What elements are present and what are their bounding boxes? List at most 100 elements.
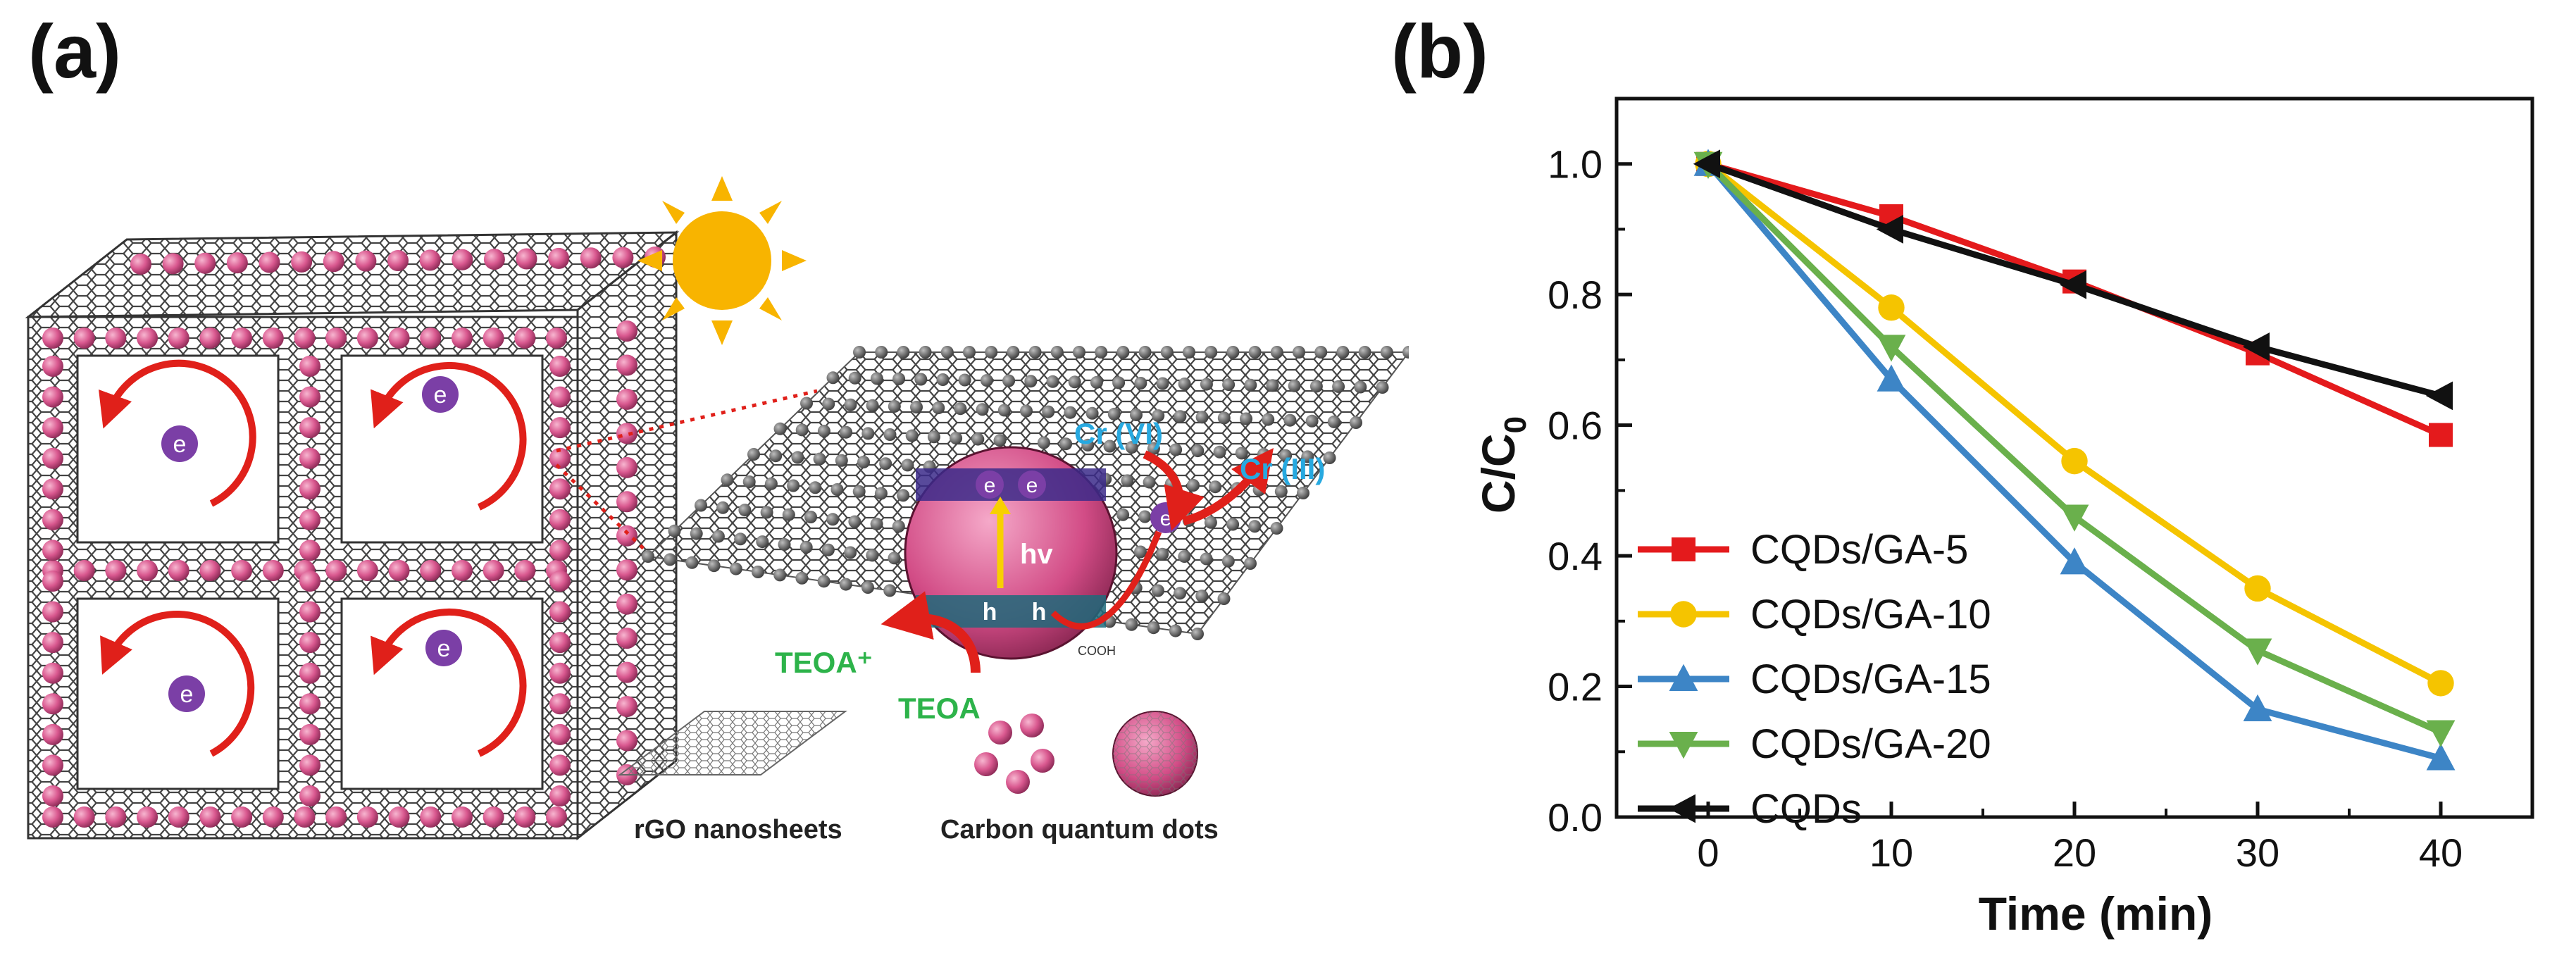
carbon-atom xyxy=(839,578,852,591)
carbon-atom xyxy=(711,530,725,543)
cqd-dot xyxy=(137,806,158,828)
carbon-atom xyxy=(835,454,848,467)
carbon-atom xyxy=(976,403,989,416)
carbon-atom xyxy=(1073,346,1085,359)
cqd-dot xyxy=(514,806,536,828)
carbon-atom xyxy=(1336,346,1350,359)
legend-entry-cqds-ga-15: CQDs/GA-15 xyxy=(1638,656,1991,702)
carbon-atom xyxy=(971,432,985,446)
cqd-dot xyxy=(168,328,189,349)
cqd-dot xyxy=(549,723,571,745)
legend-entry-cqds-ga-20: CQDs/GA-20 xyxy=(1638,721,1991,767)
cqd-dot xyxy=(356,328,378,349)
carbon-atom xyxy=(883,584,897,597)
carbon-atom xyxy=(1301,450,1314,463)
data-point-cqds-ga-5 xyxy=(2429,423,2453,447)
cqd-dot xyxy=(262,560,284,581)
cqd-dot xyxy=(549,478,571,500)
cb-electron-label: e xyxy=(984,474,996,497)
carbon-atom xyxy=(1125,441,1138,454)
cqd-dot xyxy=(42,806,63,828)
carbon-atom xyxy=(1085,406,1099,420)
cqd-dot xyxy=(226,252,248,274)
cqd-dot xyxy=(514,328,536,349)
carbon-atom xyxy=(1064,406,1077,419)
cqd-dot xyxy=(419,249,441,271)
carbon-atom xyxy=(1007,346,1020,359)
carbon-atom xyxy=(685,556,699,569)
carbon-atom xyxy=(795,571,809,585)
carbon-atom xyxy=(1090,375,1103,389)
cqd-dot xyxy=(420,806,442,828)
carbon-atom xyxy=(883,428,897,441)
panel-b-label: (b) xyxy=(1391,8,1488,94)
carbon-atom xyxy=(738,504,752,517)
carbon-atom xyxy=(1217,592,1231,605)
carbon-atom xyxy=(874,487,888,500)
carbon-atom xyxy=(1262,413,1275,426)
carbon-atom xyxy=(866,549,879,562)
carbon-atom xyxy=(817,425,830,437)
cqd-dot xyxy=(546,806,567,828)
cqd-dot xyxy=(42,571,63,592)
carbon-atom xyxy=(826,371,840,385)
cqd-dot xyxy=(616,593,637,615)
data-point-cqds xyxy=(2425,381,2453,411)
carbon-atom xyxy=(778,538,791,551)
carbon-atom xyxy=(821,543,835,556)
carbon-atom xyxy=(1200,378,1213,391)
cqd-dot xyxy=(199,806,221,828)
carbon-atom xyxy=(795,423,809,437)
hv-label: hv xyxy=(1020,539,1053,570)
carbon-atom xyxy=(1288,379,1301,392)
carbon-atom xyxy=(1358,346,1371,359)
cqd-dot xyxy=(616,696,637,718)
cqd-dot xyxy=(356,806,378,828)
cqd-dot xyxy=(299,632,321,654)
cqd-dot xyxy=(299,540,321,561)
carbon-atom xyxy=(830,483,844,496)
data-point-cqds-ga-15 xyxy=(1877,364,1906,392)
cqd-dot xyxy=(420,328,442,349)
reaction-arrows: e xyxy=(881,448,1274,673)
cqd-dot xyxy=(549,509,571,530)
cqd-dot xyxy=(73,806,95,828)
carbon-atom xyxy=(734,532,747,546)
carbon-atom xyxy=(1195,411,1209,424)
data-point-cqds-ga-15 xyxy=(2426,743,2456,771)
carbon-atom xyxy=(800,397,813,410)
cqd-dot xyxy=(483,328,504,349)
cb-electron-label: e xyxy=(1026,474,1038,497)
cqd-dot xyxy=(231,806,253,828)
y-axis-label-sub: 0 xyxy=(1498,416,1533,433)
cqd-dot xyxy=(452,249,473,270)
carbon-atom xyxy=(1332,380,1345,393)
carbon-atom xyxy=(958,373,971,387)
cqd-dot xyxy=(299,571,321,592)
panel-a-label: (a) xyxy=(28,8,121,94)
cr6-label: Cr (VI) xyxy=(1074,417,1163,450)
cqd-dot xyxy=(388,560,410,581)
cqd-dots-on-frame xyxy=(42,247,666,828)
carbon-atom xyxy=(1213,445,1226,459)
cqd-dot xyxy=(420,560,442,581)
carbon-atom xyxy=(716,501,730,514)
carbon-atom xyxy=(932,401,945,415)
cqd-dot xyxy=(299,356,321,377)
carbon-atom xyxy=(1279,449,1293,462)
carbon-atom xyxy=(1376,381,1389,394)
cqd-dot xyxy=(199,328,221,349)
carbon-atom xyxy=(782,508,795,521)
carbon-atom xyxy=(853,346,866,359)
cqd-dot xyxy=(549,693,571,715)
carbon-atom xyxy=(1380,346,1393,359)
cqd-dot xyxy=(42,662,63,684)
cqd-dot xyxy=(325,806,347,828)
cqd-dot xyxy=(42,540,63,561)
legend-marker xyxy=(1670,601,1697,628)
cqd-dot xyxy=(42,478,63,500)
series-cqds xyxy=(1693,149,2453,411)
carbon-atom xyxy=(888,399,901,413)
carbon-atom xyxy=(861,427,875,440)
x-tick-label: 40 xyxy=(2419,830,2463,875)
